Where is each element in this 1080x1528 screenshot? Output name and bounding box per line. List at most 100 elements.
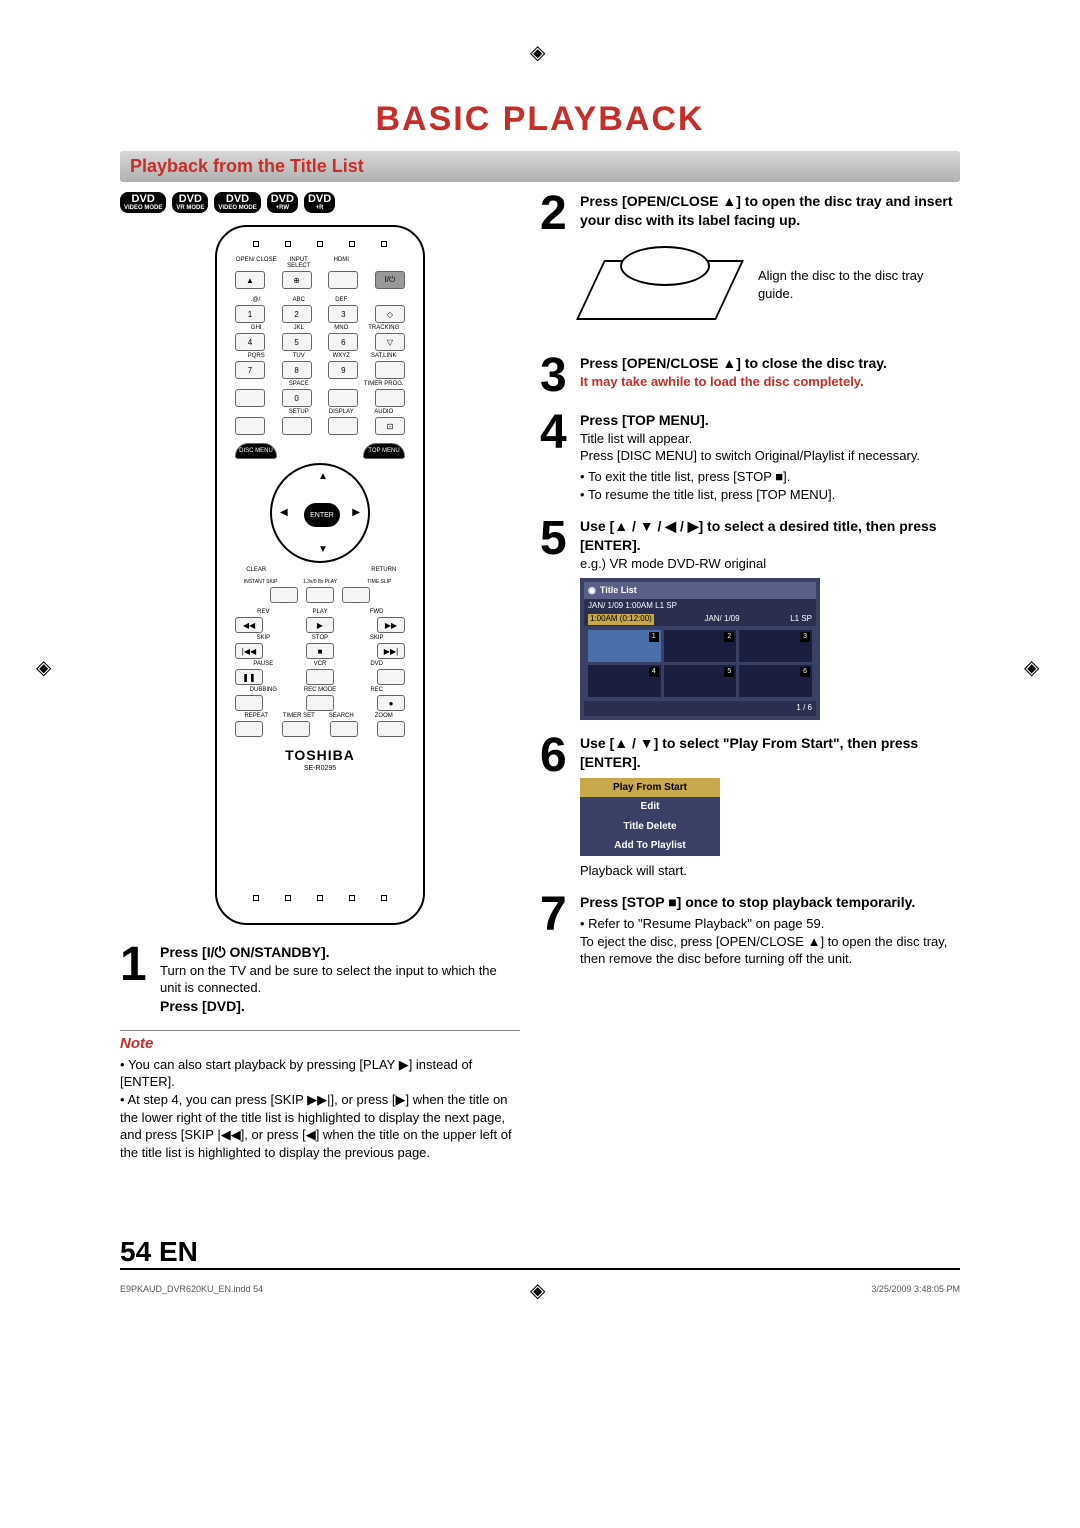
menu-item: Play From Start bbox=[580, 778, 720, 798]
remote-button: 2 bbox=[282, 305, 312, 323]
input-select-button: ⊕ bbox=[282, 271, 312, 289]
disc-menu-button: DISC MENU bbox=[235, 443, 277, 459]
crop-mark-bottom: ◈ bbox=[530, 1278, 545, 1303]
left-column: DVDVIDEO MODE DVDVR MODE DVDVIDEO MODE D… bbox=[120, 192, 520, 1161]
remote-button bbox=[328, 417, 358, 435]
step-number: 6 bbox=[540, 734, 580, 879]
remote-button: 7 bbox=[235, 361, 265, 379]
remote-button bbox=[330, 721, 358, 737]
step-number: 5 bbox=[540, 517, 580, 720]
dvd-badge: DVD+R bbox=[304, 192, 335, 213]
remote-button bbox=[235, 389, 265, 407]
remote-button: ❚❚ bbox=[235, 669, 263, 685]
print-meta-file: E9PKAUD_DVR620KU_EN.indd 54 bbox=[120, 1284, 263, 1294]
step-number: 1 bbox=[120, 943, 160, 1016]
step-3: 3 Press [OPEN/CLOSE ▲] to close the disc… bbox=[540, 354, 960, 397]
dvd-format-badges: DVDVIDEO MODE DVDVR MODE DVDVIDEO MODE D… bbox=[120, 192, 520, 213]
crop-mark-right: ◈ bbox=[1024, 655, 1039, 680]
step-6: 6 Use [▲ / ▼] to select "Play From Start… bbox=[540, 734, 960, 879]
step-instruction: Press [OPEN/CLOSE ▲] to close the disc t… bbox=[580, 354, 960, 373]
remote-brand: TOSHIBA bbox=[235, 747, 405, 763]
dvd-badge: DVDVIDEO MODE bbox=[214, 192, 260, 213]
remote-button: 9 bbox=[328, 361, 358, 379]
remote-button bbox=[306, 695, 334, 711]
page-footer: 54 EN bbox=[120, 1236, 198, 1268]
section-heading: Playback from the Title List bbox=[120, 151, 960, 182]
crop-mark-top: ◈ bbox=[530, 40, 545, 65]
title-list-cell: 2 bbox=[664, 630, 737, 662]
step-detail: Press [DISC MENU] to switch Original/Pla… bbox=[580, 447, 960, 465]
step-4: 4 Press [TOP MENU]. Title list will appe… bbox=[540, 411, 960, 503]
step-instruction: Use [▲ / ▼] to select "Play From Start",… bbox=[580, 734, 960, 772]
step-1: 1 Press [I/⏻ ON/STANDBY]. Turn on the TV… bbox=[120, 943, 520, 1016]
page-content: BASIC PLAYBACK Playback from the Title L… bbox=[120, 100, 960, 1161]
remote-button: 6 bbox=[328, 333, 358, 351]
right-column: 2 Press [OPEN/CLOSE ▲] to open the disc … bbox=[540, 192, 960, 1161]
remote-button bbox=[235, 417, 265, 435]
dvd-badge: DVDVR MODE bbox=[172, 192, 208, 213]
remote-button: ■ bbox=[306, 643, 334, 659]
navigation-pad: ▲ ▼ ◀ ▶ ENTER bbox=[270, 463, 370, 563]
step-7: 7 Press [STOP ■] once to stop playback t… bbox=[540, 893, 960, 968]
hdmi-button bbox=[328, 271, 358, 289]
diagram-caption: Align the disc to the disc tray guide. bbox=[758, 267, 960, 302]
note-heading: Note bbox=[120, 1030, 520, 1052]
step-instruction: Press [OPEN/CLOSE ▲] to open the disc tr… bbox=[580, 192, 960, 230]
enter-button: ENTER bbox=[304, 503, 340, 527]
step-instruction: Press [DVD]. bbox=[160, 997, 520, 1016]
menu-item: Edit bbox=[580, 797, 720, 817]
menu-item: Add To Playlist bbox=[580, 836, 720, 856]
remote-button bbox=[306, 669, 334, 685]
footer-rule bbox=[120, 1268, 960, 1270]
title-list-cell: 1 bbox=[588, 630, 661, 662]
step-5: 5 Use [▲ / ▼ / ◀ / ▶] to select a desire… bbox=[540, 517, 960, 720]
step-bullet: Refer to "Resume Playback" on page 59. bbox=[580, 915, 960, 933]
remote-button bbox=[375, 389, 405, 407]
power-button: I/⏻ bbox=[375, 271, 405, 289]
remote-button: ◀◀ bbox=[235, 617, 263, 633]
crop-mark-left: ◈ bbox=[36, 655, 51, 680]
step-bullet: To exit the title list, press [STOP ■]. bbox=[580, 468, 960, 486]
page-title: BASIC PLAYBACK bbox=[120, 100, 960, 139]
dvd-badge: DVDVIDEO MODE bbox=[120, 192, 166, 213]
remote-button bbox=[235, 721, 263, 737]
page-number: 54 bbox=[120, 1236, 151, 1267]
note-item: You can also start playback by pressing … bbox=[120, 1056, 520, 1091]
note-item: At step 4, you can press [SKIP ▶▶|], or … bbox=[120, 1091, 520, 1161]
remote-button: 4 bbox=[235, 333, 265, 351]
disc-insert-diagram bbox=[580, 240, 748, 330]
step-bullet: To resume the title list, press [TOP MEN… bbox=[580, 486, 960, 504]
playback-menu-screenshot: Play From Start Edit Title Delete Add To… bbox=[580, 778, 720, 856]
remote-control-diagram: OPEN/ CLOSE INPUT SELECT HDMI ▲ ⊕ I/⏻ .@… bbox=[215, 225, 425, 925]
remote-button bbox=[282, 417, 312, 435]
step-detail: Title list will appear. bbox=[580, 430, 960, 448]
top-menu-button: TOP MENU bbox=[363, 443, 405, 459]
open-close-button: ▲ bbox=[235, 271, 265, 289]
remote-button: |◀◀ bbox=[235, 643, 263, 659]
step-number: 3 bbox=[540, 354, 580, 397]
step-instruction: Press [I/⏻ ON/STANDBY]. bbox=[160, 943, 520, 962]
menu-item: Title Delete bbox=[580, 817, 720, 837]
remote-button bbox=[328, 389, 358, 407]
remote-button bbox=[377, 669, 405, 685]
remote-button bbox=[282, 721, 310, 737]
step-2: 2 Press [OPEN/CLOSE ▲] to open the disc … bbox=[540, 192, 960, 340]
remote-button: 5 bbox=[282, 333, 312, 351]
step-number: 2 bbox=[540, 192, 580, 340]
remote-button: ▶▶ bbox=[377, 617, 405, 633]
title-list-cell: 3 bbox=[739, 630, 812, 662]
step-detail: Playback will start. bbox=[580, 862, 960, 880]
step-number: 7 bbox=[540, 893, 580, 968]
remote-button: 3 bbox=[328, 305, 358, 323]
remote-button: 8 bbox=[282, 361, 312, 379]
remote-button: ▶▶| bbox=[377, 643, 405, 659]
remote-button bbox=[235, 695, 263, 711]
remote-button bbox=[375, 361, 405, 379]
step-instruction: Press [STOP ■] once to stop playback tem… bbox=[580, 893, 960, 912]
note-body: You can also start playback by pressing … bbox=[120, 1056, 520, 1161]
step-instruction: Use [▲ / ▼ / ◀ / ▶] to select a desired … bbox=[580, 517, 960, 555]
print-meta-date: 3/25/2009 3:48:05 PM bbox=[871, 1284, 960, 1294]
step-detail: Turn on the TV and be sure to select the… bbox=[160, 962, 520, 997]
title-list-cell: 5 bbox=[664, 665, 737, 697]
step-detail: e.g.) VR mode DVD-RW original bbox=[580, 555, 960, 573]
